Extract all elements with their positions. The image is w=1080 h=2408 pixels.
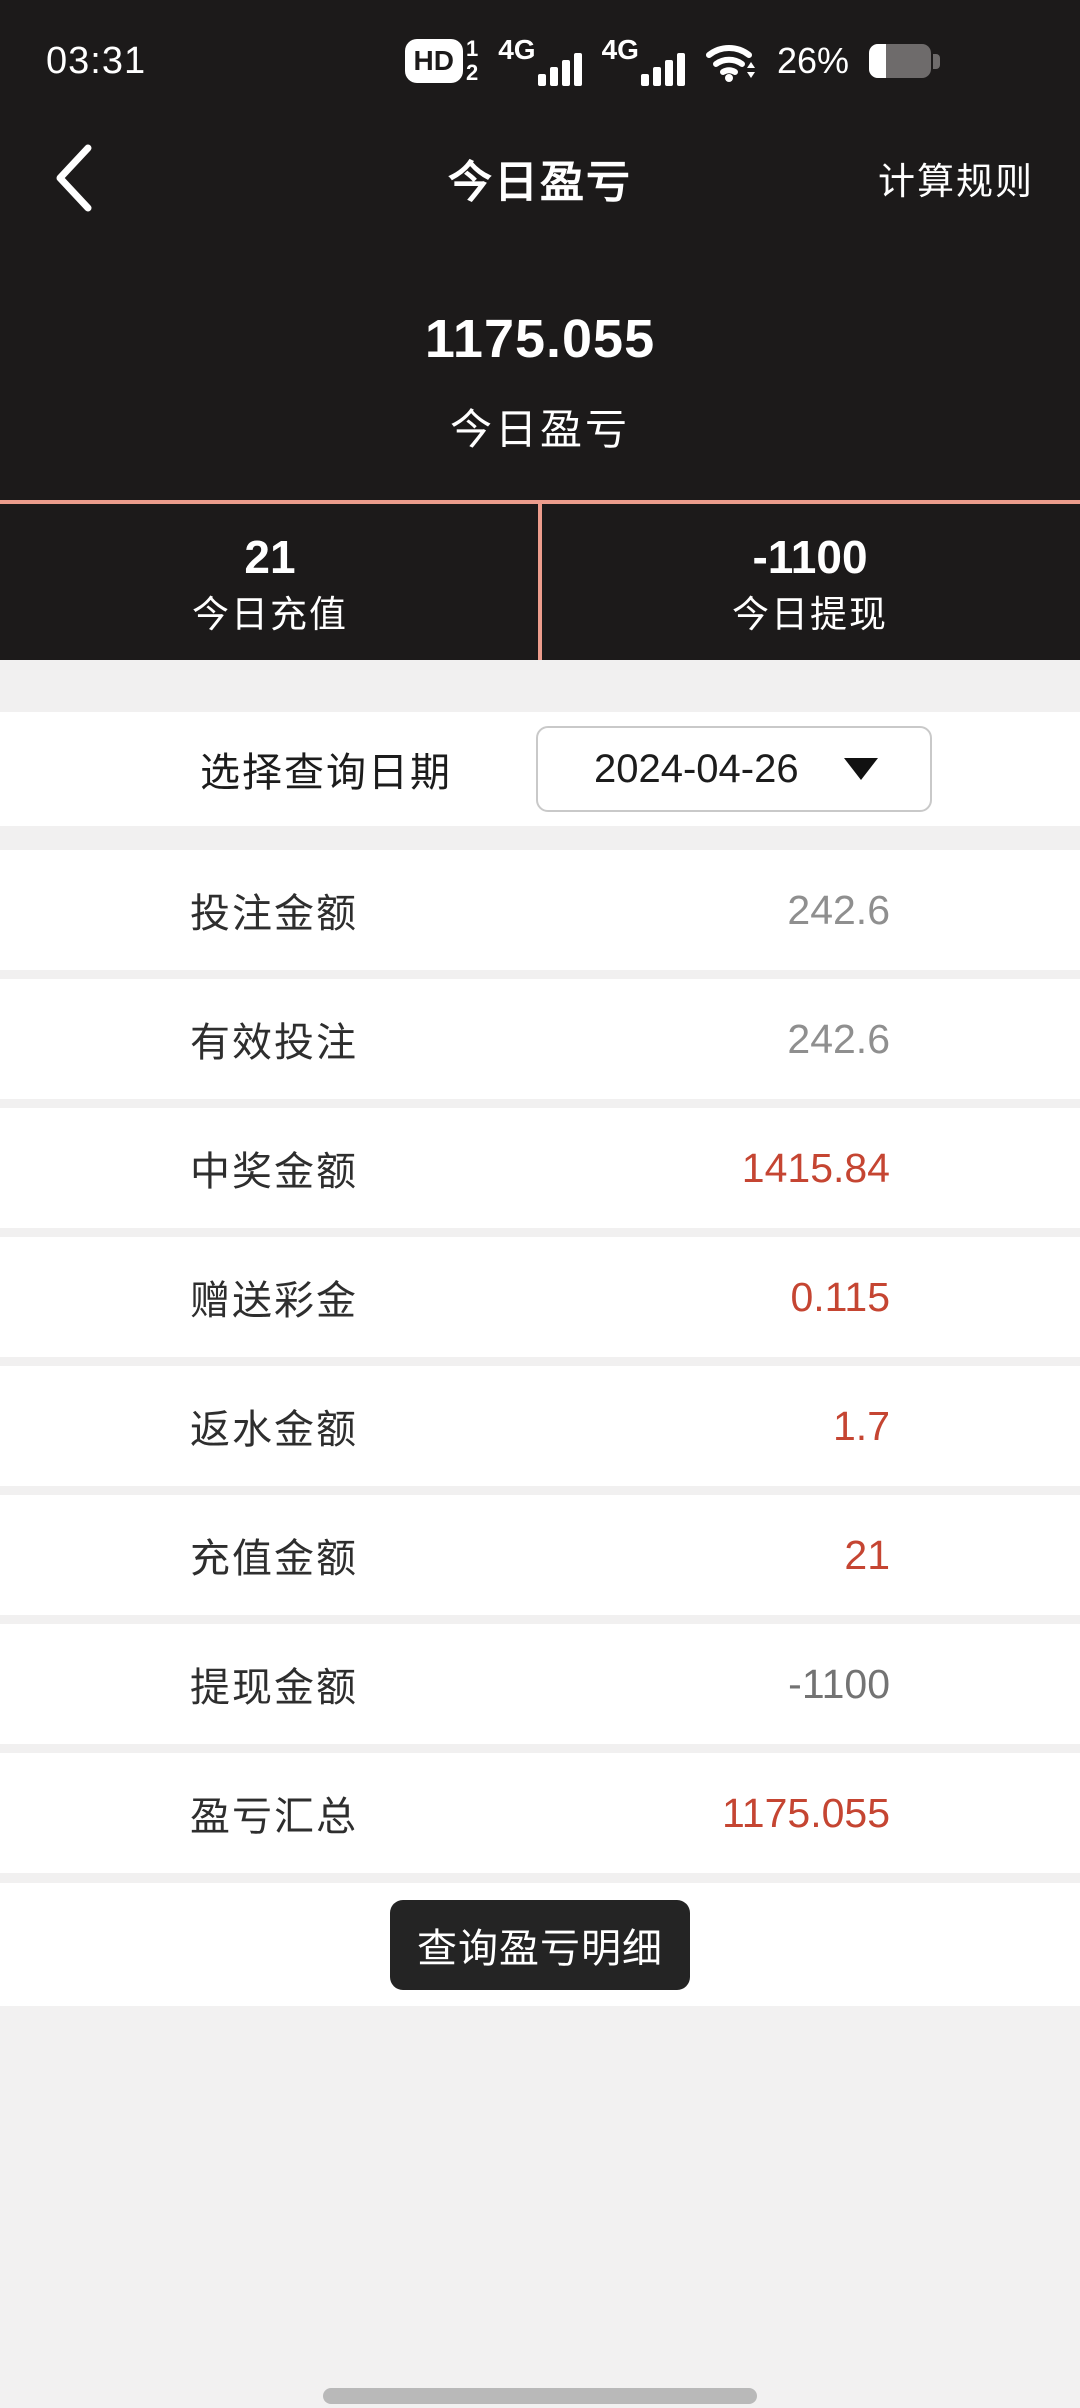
content: 选择查询日期 2024-04-26 投注金额 242.6 有效投注 242.6 … bbox=[0, 660, 1080, 2408]
section-gap bbox=[0, 826, 1080, 850]
table-row-profit-total: 盈亏汇总 1175.055 bbox=[0, 1753, 1080, 1873]
home-indicator[interactable] bbox=[323, 2388, 757, 2404]
battery-percent: 26% bbox=[776, 40, 849, 81]
table-row-rebate: 返水金额 1.7 bbox=[0, 1366, 1080, 1486]
today-deposit-value: 21 bbox=[244, 531, 296, 583]
table-row-deposit-amount: 充值金额 21 bbox=[0, 1495, 1080, 1615]
today-withdraw-cell: -1100 今日提现 bbox=[540, 504, 1080, 660]
table-row-valid-bet: 有效投注 242.6 bbox=[0, 979, 1080, 1099]
date-select-value: 2024-04-26 bbox=[594, 746, 799, 791]
section-gap bbox=[0, 660, 1080, 712]
today-withdraw-value: -1100 bbox=[752, 531, 868, 583]
table-row-bonus: 赠送彩金 0.115 bbox=[0, 1237, 1080, 1357]
button-row: 查询盈亏明细 bbox=[0, 1883, 1080, 2006]
today-deposit-label: 今日充值 bbox=[192, 594, 348, 635]
clock: 03:31 bbox=[46, 39, 147, 82]
date-picker-row: 选择查询日期 2024-04-26 bbox=[0, 712, 1080, 826]
table-row-winning-amount: 中奖金额 1415.84 bbox=[0, 1108, 1080, 1228]
amounts-table: 投注金额 242.6 有效投注 242.6 中奖金额 1415.84 赠送彩金 … bbox=[0, 850, 1080, 1873]
stats-vertical-divider bbox=[538, 504, 542, 660]
profit-amount-label: 今日盈亏 bbox=[449, 406, 630, 453]
profit-summary: 1175.055 今日盈亏 bbox=[0, 308, 1080, 457]
nav-bar: 今日盈亏 计算规则 bbox=[0, 132, 1080, 224]
today-withdraw-label: 今日提现 bbox=[732, 594, 888, 635]
footer bbox=[0, 2006, 1080, 2408]
profit-amount: 1175.055 bbox=[424, 309, 656, 369]
back-chevron-icon bbox=[56, 144, 92, 212]
sim1-signal-icon: 4G bbox=[498, 36, 582, 86]
today-deposit-cell: 21 今日充值 bbox=[0, 504, 540, 660]
dropdown-arrow-icon bbox=[844, 758, 878, 780]
table-row-withdraw-amount: 提现金额 -1100 bbox=[0, 1624, 1080, 1744]
date-picker-label: 选择查询日期 bbox=[200, 751, 452, 795]
back-button[interactable] bbox=[52, 132, 122, 224]
battery-icon bbox=[869, 44, 940, 78]
query-profit-detail-button[interactable]: 查询盈亏明细 bbox=[390, 1899, 690, 1990]
section-gap bbox=[0, 1873, 1080, 1883]
sim2-signal-icon: 4G bbox=[602, 36, 685, 86]
calculation-rules-link[interactable]: 计算规则 bbox=[878, 161, 1034, 202]
today-stats: 21 今日充值 -1100 今日提现 bbox=[0, 500, 1080, 660]
page-title: 今日盈亏 bbox=[448, 158, 632, 207]
wifi-icon bbox=[705, 40, 757, 82]
table-row-bet-amount: 投注金额 242.6 bbox=[0, 850, 1080, 970]
date-select[interactable]: 2024-04-26 bbox=[536, 726, 932, 812]
